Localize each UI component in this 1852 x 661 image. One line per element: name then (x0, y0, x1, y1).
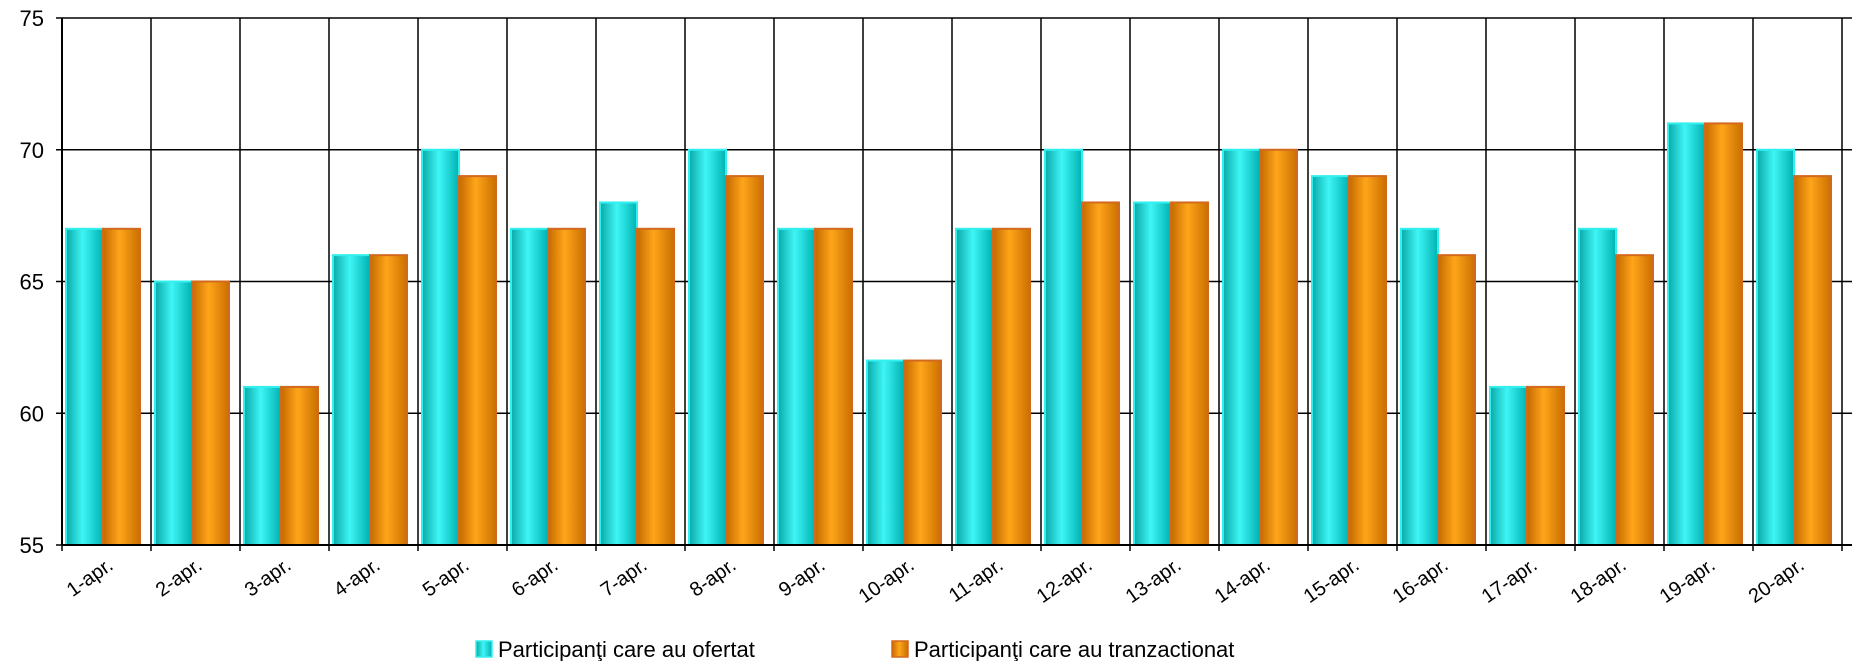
x-tick-label: 4-apr. (330, 554, 385, 601)
bar-ofertat (1311, 175, 1350, 546)
bar-tranzactionat (102, 227, 141, 547)
y-tick-label: 70 (20, 138, 44, 163)
bar-ofertat (777, 227, 816, 547)
legend-label: Participanţi care au ofertat (498, 637, 755, 661)
bar-ofertat (65, 227, 104, 547)
bar-ofertat (421, 148, 460, 546)
bar-ofertat (332, 254, 371, 546)
bar-tranzactionat (1348, 175, 1387, 546)
x-tick-label: 20-apr. (1745, 554, 1809, 608)
bar-ofertat (599, 201, 638, 546)
axes (56, 17, 1852, 551)
x-tick-label: 5-apr. (419, 554, 474, 601)
x-tick-label: 1-apr. (63, 554, 118, 601)
bar-ofertat (154, 280, 193, 546)
x-tick-label: 12-apr. (1033, 554, 1097, 608)
bar-tranzactionat (1793, 175, 1832, 546)
legend-swatch (891, 640, 909, 658)
bar-ofertat (1400, 227, 1439, 547)
bars (65, 122, 1832, 547)
bar-tranzactionat (369, 254, 408, 546)
legend: Participanţi care au ofertat Participanţi… (475, 637, 1234, 661)
x-tick-label: 16-apr. (1389, 554, 1453, 608)
x-tick-label: 13-apr. (1122, 554, 1186, 608)
x-tick-label: 10-apr. (855, 554, 919, 608)
x-tick-label: 14-apr. (1211, 554, 1275, 608)
bar-tranzactionat (725, 175, 764, 546)
bar-ofertat (1489, 385, 1528, 546)
bar-ofertat (1756, 148, 1795, 546)
bar-tranzactionat (992, 227, 1031, 547)
bar-tranzactionat (458, 175, 497, 546)
bar-tranzactionat (636, 227, 675, 547)
x-axis-tick-labels: 1-apr. 2-apr. 3-apr. 4-apr. 5-apr. 6-apr. 7-ap… (63, 554, 1809, 608)
bar-tranzactionat (1704, 122, 1743, 547)
y-tick-label: 55 (20, 533, 44, 558)
bar-ofertat (1667, 122, 1706, 547)
y-tick-label: 65 (20, 270, 44, 295)
x-tick-label: 15-apr. (1300, 554, 1364, 608)
bar-tranzactionat (1526, 385, 1565, 546)
bar-tranzactionat (191, 280, 230, 546)
y-axis-tick-labels: 55 60 65 70 75 (20, 6, 44, 558)
bar-ofertat (243, 385, 282, 546)
x-tick-label: 11-apr. (945, 554, 1007, 607)
legend-swatch (475, 640, 493, 658)
bar-tranzactionat (1259, 148, 1298, 546)
bar-ofertat (688, 148, 727, 546)
bar-tranzactionat (1437, 254, 1476, 546)
x-tick-label: 9-apr. (775, 554, 830, 601)
bar-tranzactionat (280, 385, 319, 546)
bar-ofertat (510, 227, 549, 547)
bar-ofertat (866, 359, 905, 546)
bar-tranzactionat (547, 227, 586, 547)
bar-ofertat (1222, 148, 1261, 546)
legend-label: Participanţi care au tranzactionat (914, 637, 1234, 661)
bar-ofertat (1133, 201, 1172, 546)
x-tick-label: 17-apr. (1478, 554, 1542, 608)
x-tick-label: 7-apr. (597, 554, 652, 601)
bar-tranzactionat (814, 227, 853, 547)
bar-tranzactionat (1170, 201, 1209, 546)
x-tick-label: 3-apr. (241, 554, 296, 601)
bar-ofertat (1044, 148, 1083, 546)
bar-ofertat (1578, 227, 1617, 547)
x-tick-label: 18-apr. (1567, 554, 1631, 608)
bar-tranzactionat (903, 359, 942, 546)
x-tick-label: 6-apr. (508, 554, 563, 601)
y-tick-label: 75 (20, 6, 44, 31)
x-tick-label: 2-apr. (152, 554, 207, 601)
y-tick-label: 60 (20, 401, 44, 426)
x-tick-label: 19-apr. (1656, 554, 1720, 608)
bar-tranzactionat (1615, 254, 1654, 546)
bar-ofertat (955, 227, 994, 547)
x-tick-label: 8-apr. (686, 554, 741, 601)
bar-tranzactionat (1081, 201, 1120, 546)
